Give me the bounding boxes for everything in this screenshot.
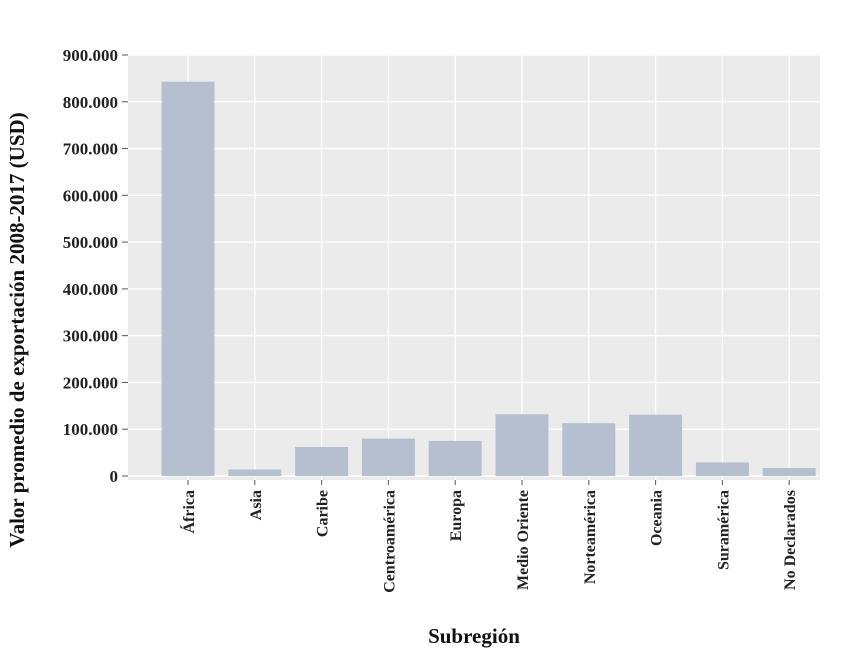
bar-caribe — [295, 446, 349, 476]
bar-centroamérica — [361, 438, 415, 476]
x-tick-label: África — [179, 490, 198, 534]
plot-panel — [128, 55, 820, 480]
y-axis-title: Valor promedio de exportación 2008-2017 … — [5, 112, 29, 547]
x-axis-ticks: África Asia Caribe Centroamérica Europa Medio… — [179, 480, 799, 593]
y-tick-label: 700.000 — [63, 140, 118, 159]
y-tick-label: 300.000 — [63, 327, 118, 346]
bar-suramérica — [695, 462, 749, 476]
y-tick-label: 500.000 — [63, 233, 118, 252]
x-tick-label: Medio Oriente — [515, 490, 532, 590]
x-tick-label: Asia — [248, 490, 265, 520]
y-tick-label: 100.000 — [63, 420, 118, 439]
y-axis-ticks: 0 100.000 200.000 300.000 400.000 500.000 600.… — [63, 46, 128, 486]
x-tick-label: Norteamérica — [582, 490, 599, 584]
x-tick-label: Suramérica — [715, 490, 732, 570]
y-tick-label: 200.000 — [63, 373, 118, 392]
bar-áfrica — [161, 81, 215, 476]
bars — [161, 81, 816, 476]
y-tick-label: 0 — [110, 467, 119, 486]
bar-europa — [428, 440, 482, 476]
bar-no-declarados — [762, 468, 816, 476]
y-tick-label: 600.000 — [63, 186, 118, 205]
bar-oceania — [629, 414, 683, 476]
x-tick-label: Centroamérica — [381, 490, 398, 593]
x-tick-label: Caribe — [315, 490, 332, 537]
x-tick-label: Oceania — [649, 490, 666, 546]
x-tick-label: No Declarados — [782, 490, 799, 590]
bar-medio-oriente — [495, 414, 549, 476]
x-tick-label: Europa — [448, 490, 465, 541]
y-tick-label: 900.000 — [63, 46, 118, 65]
x-axis-title: Subregión — [428, 624, 520, 648]
y-tick-label: 400.000 — [63, 280, 118, 299]
bar-norteamérica — [562, 423, 616, 476]
bar-asia — [228, 469, 282, 476]
y-tick-label: 800.000 — [63, 93, 118, 112]
